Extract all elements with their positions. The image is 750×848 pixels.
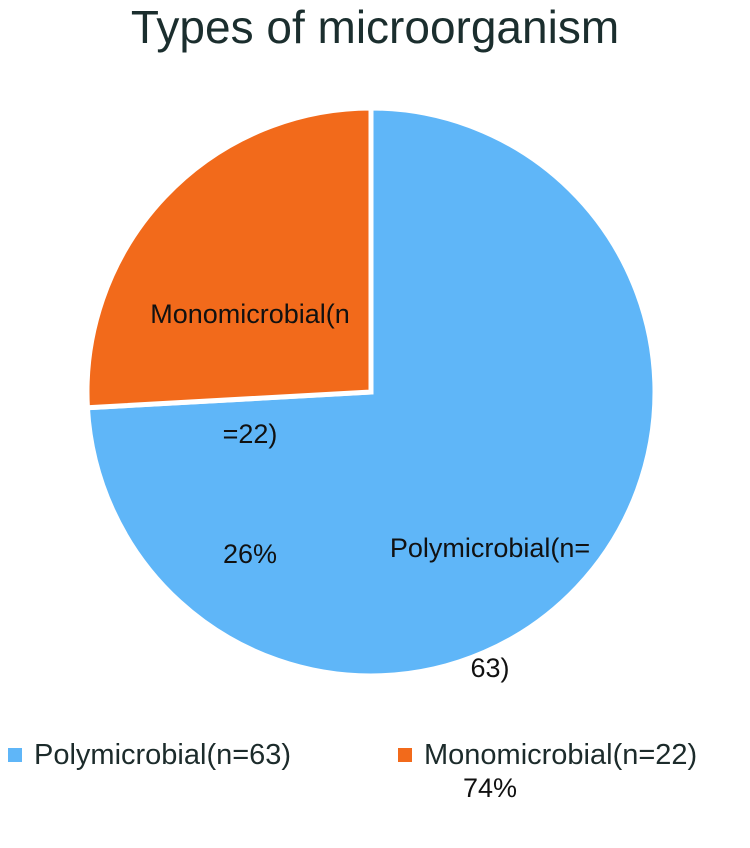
legend-swatch-monomicrobial	[398, 748, 412, 762]
slice-label-monomicrobial-line2: =22)	[222, 419, 278, 449]
legend-item-polymicrobial: Polymicrobial(n=63)	[8, 733, 291, 777]
legend-label-monomicrobial: Monomicrobial(n=22)	[424, 739, 698, 771]
chart-title: Types of microorganism	[130, 1, 620, 53]
legend-swatch-polymicrobial	[8, 748, 22, 762]
slice-label-polymicrobial-line1: Polymicrobial(n=	[389, 533, 591, 563]
pie-slice-monomicrobial	[84, 105, 374, 411]
slice-label-polymicrobial-line2: 63)	[470, 653, 510, 683]
pie-chart	[84, 105, 655, 676]
legend-label-polymicrobial: Polymicrobial(n=63)	[34, 739, 292, 771]
slice-label-monomicrobial-line1: Monomicrobial(n	[150, 299, 350, 329]
slice-label-monomicrobial: Monomicrobial(n =22) 26%	[100, 214, 400, 614]
legend: Polymicrobial(n=63) Monomicrobial(n=22)	[0, 733, 750, 777]
legend-item-monomicrobial: Monomicrobial(n=22)	[398, 733, 697, 777]
slice-label-monomicrobial-percent: 26%	[222, 539, 278, 569]
